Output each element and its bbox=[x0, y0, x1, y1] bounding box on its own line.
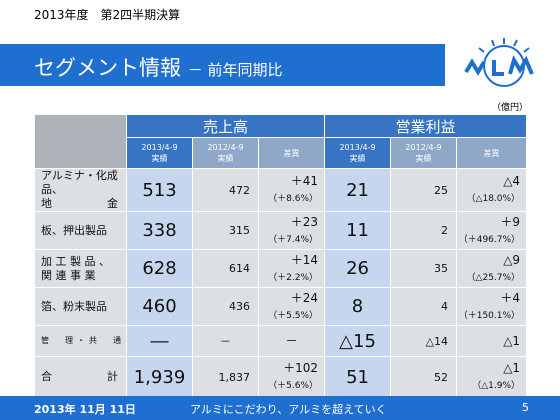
profit-prev: 35 bbox=[390, 249, 458, 288]
profit-diff: △9 （△25.7%） bbox=[456, 249, 528, 288]
period-label: 2013年度 第2四半期決算 bbox=[34, 8, 181, 22]
profit-diff: ＋9 （＋496.7%） bbox=[456, 211, 528, 250]
sales-prev: 614 bbox=[192, 249, 259, 288]
sales-diff: ＋102 （＋5.6%） bbox=[257, 356, 326, 398]
sales-current: 1,939 bbox=[126, 356, 193, 398]
footer-slogan: アルミにこだわり、アルミを超えていく bbox=[190, 403, 387, 416]
profit-diff: △1 （△1.9%） bbox=[456, 356, 528, 398]
sales-current: 338 bbox=[126, 211, 193, 250]
header-corner bbox=[34, 114, 127, 169]
nlm-logo bbox=[464, 38, 534, 87]
profit-current: 51 bbox=[324, 356, 392, 398]
profit-prev: 4 bbox=[390, 287, 458, 326]
profit-current: 11 bbox=[324, 211, 392, 250]
sales-current: 628 bbox=[126, 249, 193, 288]
sales-diff: ＋41 （＋8.6%） bbox=[257, 168, 326, 212]
header-profit: 営業利益 bbox=[324, 114, 528, 138]
table-row: 板、押出製品 338 315 ＋23 （＋7.4%） 11 2 ＋9 （＋496.7… bbox=[34, 211, 528, 250]
header-sales: 売上高 bbox=[125, 114, 326, 138]
header-sales-prev: 2012/4-9 実績 bbox=[192, 137, 259, 169]
table-row: 加 工 製 品 、関 連 事 業 628 614 ＋14 （＋2.2%） 26 3… bbox=[34, 249, 528, 288]
sales-diff: ＋14 （＋2.2%） bbox=[257, 249, 326, 288]
sales-diff: ＋23 （＋7.4%） bbox=[257, 211, 326, 250]
profit-prev: 25 bbox=[390, 168, 458, 212]
header-profit-current: 2013/4-9 実績 bbox=[324, 137, 392, 169]
sales-current: 460 bbox=[126, 287, 193, 326]
row-label: 加 工 製 品 、関 連 事 業 bbox=[34, 249, 127, 288]
profit-current: 21 bbox=[324, 168, 392, 212]
profit-current: 26 bbox=[324, 249, 392, 288]
table-row-total: 合計 1,939 1,837 ＋102 （＋5.6%） 51 52 △1 （△1.9… bbox=[34, 356, 528, 398]
sales-diff: － bbox=[257, 325, 326, 357]
header-sales-diff: 差異 bbox=[257, 137, 326, 169]
sales-prev: 1,837 bbox=[192, 356, 259, 398]
row-label: 管 理・共 通 bbox=[34, 325, 127, 357]
footer-bar: 2013年 11月 11日 アルミにこだわり、アルミを超えていく 5 bbox=[0, 396, 560, 420]
sales-prev: 436 bbox=[192, 287, 259, 326]
slide-title: セグメント情報 － 前年同期比 bbox=[34, 52, 282, 82]
table-row: 箔、粉末製品 460 436 ＋24 （＋5.5%） 8 4 ＋4 （＋150.1%… bbox=[34, 287, 528, 326]
header-profit-prev: 2012/4-9 実績 bbox=[390, 137, 458, 169]
slide-title-sub: － 前年同期比 bbox=[187, 61, 283, 79]
profit-prev: △14 bbox=[390, 325, 458, 357]
row-label: 合計 bbox=[34, 356, 127, 398]
profit-current: 8 bbox=[324, 287, 392, 326]
profit-diff: △4 （△18.0%） bbox=[456, 168, 528, 212]
row-label: 板、押出製品 bbox=[34, 211, 127, 250]
row-label: 箔、粉末製品 bbox=[34, 287, 127, 326]
page-number: 5 bbox=[522, 401, 529, 414]
sales-prev: 315 bbox=[192, 211, 259, 250]
profit-diff: △1 bbox=[456, 325, 528, 357]
profit-current: △15 bbox=[324, 325, 392, 357]
sales-diff: ＋24 （＋5.5%） bbox=[257, 287, 326, 326]
table-row-common: 管 理・共 通 ― － － △15 △14 △1 bbox=[34, 325, 528, 357]
sales-current: ― bbox=[126, 325, 193, 357]
sales-current: 513 bbox=[126, 168, 193, 212]
sales-prev: － bbox=[192, 325, 259, 357]
table-row: アルミナ・化成品、地 金 513 472 ＋41 （＋8.6%） 21 25 △4… bbox=[34, 168, 528, 212]
slide-title-main: セグメント情報 bbox=[34, 56, 181, 80]
header-profit-diff: 差異 bbox=[456, 137, 528, 169]
profit-prev: 52 bbox=[390, 356, 458, 398]
segment-table: 売上高 営業利益 2013/4-9 実績 2012/4-9 実績 差異 2013/4… bbox=[34, 114, 528, 398]
title-bar: セグメント情報 － 前年同期比 bbox=[0, 44, 445, 86]
sales-prev: 472 bbox=[192, 168, 259, 212]
footer-date: 2013年 11月 11日 bbox=[34, 403, 136, 416]
unit-label: （億円） bbox=[492, 103, 529, 113]
row-label: アルミナ・化成品、地 金 bbox=[34, 168, 127, 212]
profit-diff: ＋4 （＋150.1%） bbox=[456, 287, 528, 326]
profit-prev: 2 bbox=[390, 211, 458, 250]
header-sales-current: 2013/4-9 実績 bbox=[126, 137, 193, 169]
